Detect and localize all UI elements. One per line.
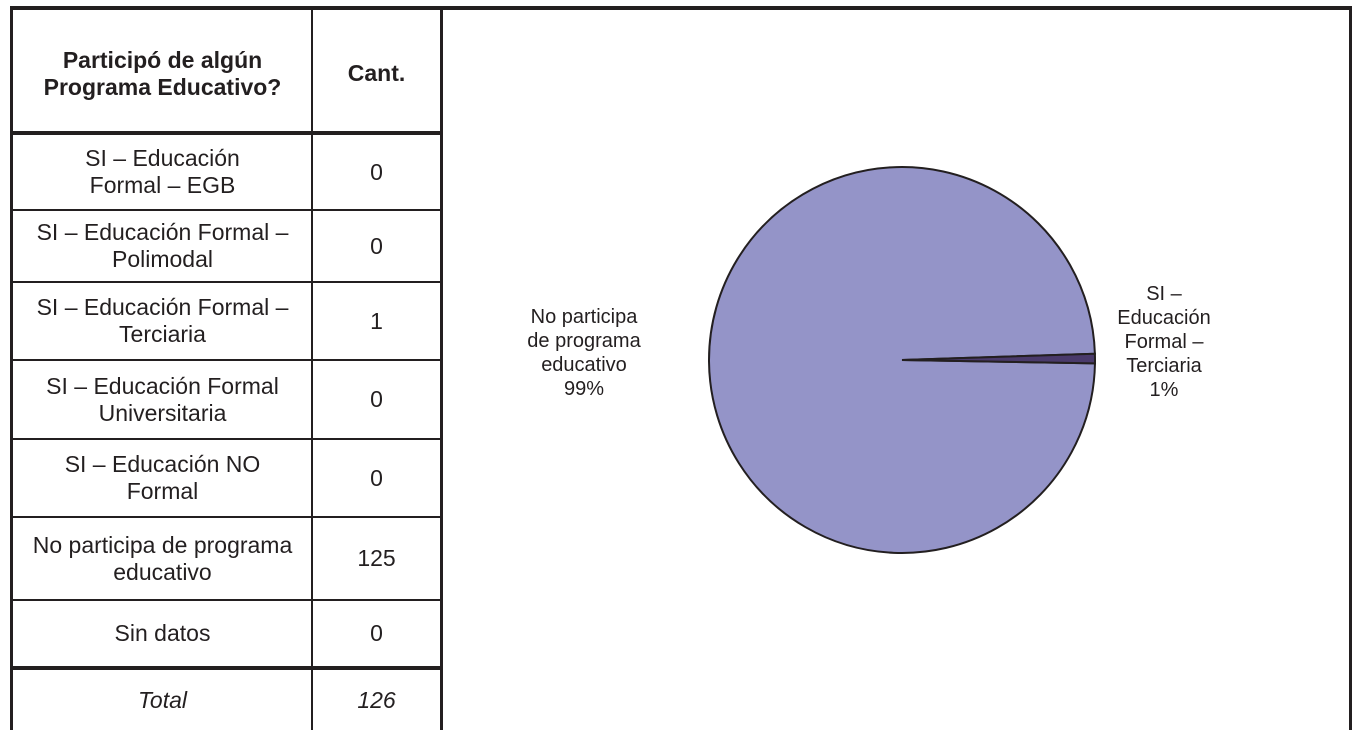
slice-label-line: No participa bbox=[531, 306, 639, 328]
table-row-label: SI – Educación NO Formal bbox=[14, 440, 311, 516]
pie-chart: No participa de programa educativo 99% SI –… bbox=[527, 166, 1211, 554]
pie-slice bbox=[901, 352, 1096, 365]
table-row-count: 0 bbox=[313, 135, 440, 209]
row-count-text: 0 bbox=[370, 464, 383, 491]
frame-left-border bbox=[10, 6, 13, 730]
row-label-text: SI – Educación NO Formal bbox=[64, 451, 261, 504]
row-rule bbox=[10, 438, 442, 440]
row-label-text: SI – Educación Formal – EGB bbox=[85, 145, 240, 198]
slice-label-line: SI – bbox=[1146, 283, 1182, 305]
slice-label-terciaria: SI – Educación Formal – Terciaria 1% bbox=[1117, 283, 1210, 401]
row-count-text: 1 bbox=[370, 307, 383, 334]
row-count-text: 0 bbox=[370, 620, 383, 646]
row-label-text: Sin datos bbox=[114, 620, 211, 646]
table-row-label: SI – Educación Formal Universitaria bbox=[14, 361, 311, 438]
header-count-text: Cant. bbox=[347, 60, 406, 86]
slice-label-line: Terciaria bbox=[1126, 355, 1202, 377]
pie-slices bbox=[708, 166, 1096, 554]
row-label-text: SI – Educación Formal – Terciaria bbox=[36, 294, 289, 347]
total-count: 126 bbox=[313, 670, 440, 730]
header-count: Cant. bbox=[313, 16, 440, 131]
row-count-text: 0 bbox=[370, 232, 383, 259]
table-column-divider bbox=[311, 6, 313, 730]
row-label-text: SI – Educación Formal Universitaria bbox=[46, 372, 279, 426]
row-rule bbox=[10, 516, 442, 518]
slice-label-line: 99% bbox=[564, 378, 604, 400]
row-rule bbox=[10, 599, 442, 601]
table-row-label: SI – Educación Formal – Terciaria bbox=[14, 283, 311, 359]
table-row-label: No participa de programa educativo bbox=[14, 518, 311, 599]
header-question: Participó de algún Programa Educativo? bbox=[14, 16, 311, 131]
row-count-text: 0 bbox=[370, 386, 383, 412]
slice-label-line: Educación bbox=[1117, 307, 1210, 329]
table-row-label: SI – Educación Formal – EGB bbox=[14, 135, 311, 209]
slice-label-line: educativo bbox=[541, 354, 627, 376]
frame-top-border bbox=[10, 6, 1352, 10]
total-rule bbox=[10, 666, 442, 670]
slice-label-no-participa: No participa de programa educativo 99% bbox=[527, 306, 641, 400]
header-rule bbox=[10, 131, 442, 135]
total-label: Total bbox=[14, 670, 311, 730]
row-label-text: SI – Educación Formal – Polimodal bbox=[36, 219, 289, 272]
total-label-text: Total bbox=[137, 686, 188, 713]
table-row-count: 1 bbox=[313, 283, 440, 359]
table-row-count: 0 bbox=[313, 601, 440, 666]
row-count-text: 0 bbox=[370, 158, 383, 185]
row-label-text: No participa de programa educativo bbox=[32, 531, 293, 585]
table-row-label: Sin datos bbox=[14, 601, 311, 666]
total-count-text: 126 bbox=[357, 686, 396, 713]
slice-label-line: Formal – bbox=[1125, 331, 1205, 353]
table-row-count: 0 bbox=[313, 440, 440, 516]
slice-label-line: de programa bbox=[527, 330, 641, 352]
table-row-count: 125 bbox=[313, 518, 440, 599]
row-count-text: 125 bbox=[357, 545, 396, 571]
row-rule bbox=[10, 281, 442, 283]
row-rule bbox=[10, 359, 442, 361]
row-rule bbox=[10, 209, 442, 211]
table-row-count: 0 bbox=[313, 361, 440, 438]
table-chart-divider bbox=[440, 6, 443, 730]
slice-label-line: 1% bbox=[1150, 379, 1179, 401]
table-row-label: SI – Educación Formal – Polimodal bbox=[14, 211, 311, 281]
header-question-text: Participó de algún Programa Educativo? bbox=[43, 46, 282, 100]
frame-right-border bbox=[1349, 6, 1352, 730]
table-row-count: 0 bbox=[313, 211, 440, 281]
